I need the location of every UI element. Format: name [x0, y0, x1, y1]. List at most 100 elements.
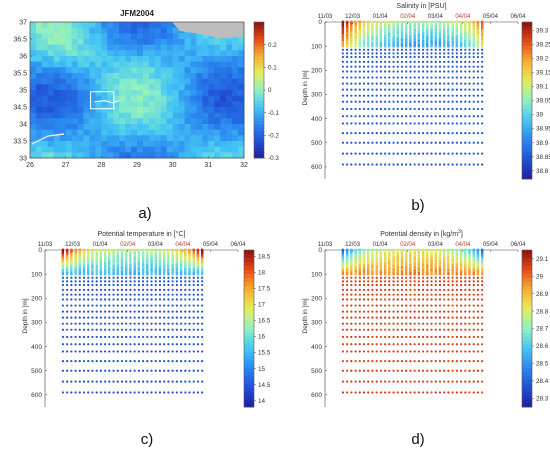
panel-c-data-point: [112, 370, 114, 372]
panel-c-colorbar-segment: [244, 395, 254, 399]
panel-a-cell: [89, 152, 95, 158]
panel-d-data-point: [422, 284, 424, 286]
panel-c-data-point: [142, 304, 144, 306]
panel-a-cell: [60, 147, 66, 153]
panel-d-data-point: [367, 329, 369, 331]
panel-b-data-point: [430, 61, 432, 63]
panel-c-data-point: [108, 277, 110, 279]
panel-a-cell: [226, 84, 232, 90]
panel-b-data-point: [342, 56, 344, 58]
panel-c-data-point: [138, 317, 140, 319]
panel-a-cell: [167, 152, 173, 158]
panel-a-cell: [113, 113, 119, 119]
panel-d-data-point: [376, 277, 378, 279]
panel-c-data-point: [121, 370, 123, 372]
panel-a-cell: [42, 28, 48, 34]
panel-a-cell: [179, 130, 185, 136]
panel-a-cell: [208, 113, 214, 119]
panel-c-data-point: [74, 289, 76, 291]
panel-c-data-point: [87, 294, 89, 296]
panel-b-data-point: [473, 52, 475, 54]
panel-c-data-point: [91, 289, 93, 291]
panel-a-cell: [66, 147, 72, 153]
panel-d-data-point: [371, 343, 373, 345]
panel-a-cell: [131, 147, 137, 153]
panel-a-cell: [149, 22, 155, 28]
panel-c-data-point: [172, 323, 174, 325]
panel-a-cell: [238, 118, 244, 124]
panel-a-cell: [95, 33, 101, 39]
panel-b-data-point: [447, 76, 449, 78]
panel-c-data-point: [163, 310, 165, 312]
panel-c-data-point: [188, 343, 190, 345]
panel-a-cell: [149, 84, 155, 90]
panel-c-data-point: [142, 370, 144, 372]
panel-a-colorbar-segment: [254, 59, 264, 63]
panel-c-data-point: [180, 304, 182, 306]
panel-a-cell: [72, 113, 78, 119]
panel-c-data-point: [193, 391, 195, 393]
panel-d-x-tick-label: 05/04: [483, 242, 499, 248]
panel-a-cell: [232, 130, 238, 136]
panel-a-cell: [113, 50, 119, 56]
panel-b-data-point: [384, 66, 386, 68]
panel-d-data-point: [397, 317, 399, 319]
panel-d-data-point: [363, 329, 365, 331]
panel-a-cell: [238, 141, 244, 147]
panel-b-colorbar-segment: [522, 144, 532, 148]
panel-b-data-point: [350, 89, 352, 91]
panel-d-data-point: [376, 329, 378, 331]
panel-c-data-point: [150, 317, 152, 319]
panel-d-data-point: [367, 298, 369, 300]
panel-c-data-point: [176, 391, 178, 393]
panel-d-data-point: [392, 280, 394, 282]
panel-b-data-point: [460, 122, 462, 124]
panel-d-data-point: [359, 294, 361, 296]
panel-c-data-cell: [180, 272, 182, 276]
panel-c-data-point: [201, 391, 203, 393]
panel-a-y-tick-label: 36.5: [13, 36, 27, 43]
panel-b-data-point: [439, 142, 441, 144]
panel-c-colorbar-segment: [244, 356, 254, 360]
panel-a-cell: [167, 130, 173, 136]
panel-b-data-point: [409, 163, 411, 165]
panel-a-colorbar-segment: [254, 97, 264, 101]
panel-c-data-point: [201, 277, 203, 279]
panel-d-data-point: [342, 343, 344, 345]
panel-d-data-point: [422, 381, 424, 383]
panel-b-y-axis-label: Depth in [m]: [302, 70, 309, 105]
panel-a-cell: [125, 124, 131, 130]
panel-c-data-point: [188, 350, 190, 352]
panel-d-data-point: [422, 323, 424, 325]
panel-b-colorbar-tick-label: 39.05: [536, 98, 550, 105]
panel-d-data-point: [376, 391, 378, 393]
panel-d-data-point: [422, 350, 424, 352]
panel-a-cell: [220, 107, 226, 113]
panel-a-cell: [238, 50, 244, 56]
panel-b-data-point: [464, 153, 466, 155]
panel-b-x-tick-label: 12/03: [345, 14, 361, 20]
panel-c-colorbar-segment: [244, 344, 254, 348]
panel-c-data-point: [134, 294, 136, 296]
panel-a-colorbar-segment: [254, 70, 264, 74]
panel-a-cell: [78, 113, 84, 119]
panel-a-cell: [238, 101, 244, 107]
panel-c-data-point: [163, 277, 165, 279]
panel-c-data-point: [108, 343, 110, 345]
panel-a-cell: [232, 135, 238, 141]
panel-a-cell: [137, 62, 143, 68]
panel-c-data-point: [74, 310, 76, 312]
panel-d-data-point: [384, 336, 386, 338]
panel-d-data-point: [359, 277, 361, 279]
panel-d-data-point: [367, 310, 369, 312]
panel-a-cell: [113, 124, 119, 130]
panel-a-cell: [143, 118, 149, 124]
panel-a-cell: [143, 28, 149, 34]
panel-a-cell: [191, 84, 197, 90]
panel-b-data-point: [414, 101, 416, 103]
panel-b-data-point: [456, 115, 458, 117]
panel-a-cell: [78, 22, 84, 28]
panel-c-data-point: [100, 294, 102, 296]
panel-a-cell: [60, 107, 66, 113]
panel-c-data-point: [155, 343, 157, 345]
